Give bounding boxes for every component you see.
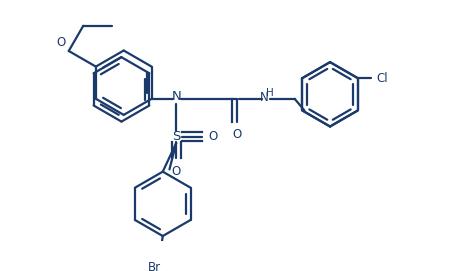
Text: S: S [172,130,180,143]
Text: O: O [56,36,66,49]
Text: Cl: Cl [376,72,388,85]
Text: O: O [232,128,241,141]
Text: O: O [208,130,217,143]
Text: Br: Br [148,261,161,271]
Text: O: O [171,165,181,178]
Text: N: N [260,91,269,104]
Text: N: N [171,90,181,103]
Text: H: H [266,88,274,98]
